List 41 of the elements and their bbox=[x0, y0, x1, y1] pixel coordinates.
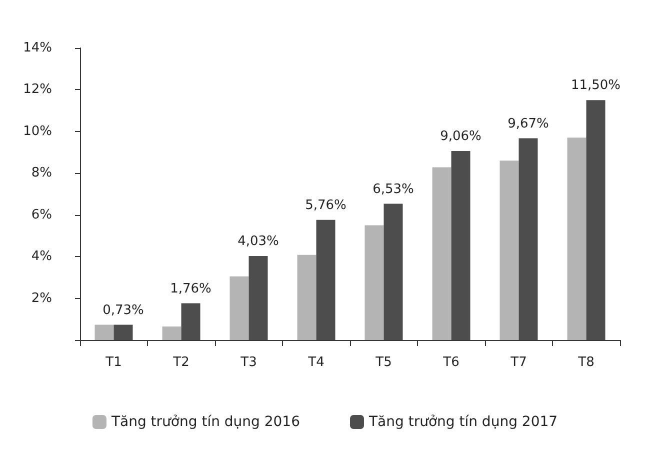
legend-label: Tăng trưởng tín dụng 2016 bbox=[110, 414, 300, 430]
bar bbox=[500, 160, 519, 340]
bar bbox=[518, 138, 538, 340]
bar bbox=[586, 100, 606, 340]
legend-label: Tăng trưởng tín dụng 2017 bbox=[368, 414, 558, 430]
y-tick-label: 4% bbox=[31, 249, 52, 264]
bar bbox=[316, 220, 336, 340]
data-label: 5,76% bbox=[305, 198, 346, 213]
data-label: 0,73% bbox=[102, 302, 144, 318]
x-tick-label: T5 bbox=[374, 355, 392, 370]
x-tick-label: T6 bbox=[442, 355, 460, 370]
data-label: 9,67% bbox=[508, 116, 549, 132]
bar bbox=[248, 256, 268, 340]
data-label: 1,76% bbox=[170, 281, 212, 296]
bar bbox=[181, 303, 200, 340]
bar bbox=[567, 138, 586, 340]
bar bbox=[451, 151, 470, 340]
bar bbox=[162, 326, 182, 340]
y-tick-label: 14% bbox=[23, 40, 52, 56]
y-tick-label: 2% bbox=[31, 290, 52, 306]
bar bbox=[384, 204, 403, 340]
data-label: 4,03% bbox=[238, 234, 279, 249]
y-tick-label: 6% bbox=[31, 207, 52, 222]
bar bbox=[432, 167, 452, 340]
y-tick-label: 10% bbox=[23, 124, 52, 139]
bar bbox=[364, 225, 384, 340]
x-tick-label: T1 bbox=[104, 355, 122, 370]
data-label: 9,06% bbox=[440, 129, 482, 144]
data-label: 11,50% bbox=[570, 78, 621, 94]
x-tick-label: T4 bbox=[307, 355, 324, 370]
x-tick-label: T8 bbox=[577, 355, 594, 370]
bar bbox=[114, 324, 133, 340]
y-tick-label: 12% bbox=[23, 82, 52, 98]
x-tick-label: T7 bbox=[510, 355, 527, 370]
bar bbox=[94, 324, 114, 340]
data-label: 6,53% bbox=[372, 182, 414, 197]
bar bbox=[297, 254, 316, 340]
bar bbox=[230, 276, 249, 340]
y-tick-label: 8% bbox=[31, 166, 52, 181]
x-tick-label: T2 bbox=[172, 355, 190, 370]
x-tick-label: T3 bbox=[240, 355, 257, 370]
